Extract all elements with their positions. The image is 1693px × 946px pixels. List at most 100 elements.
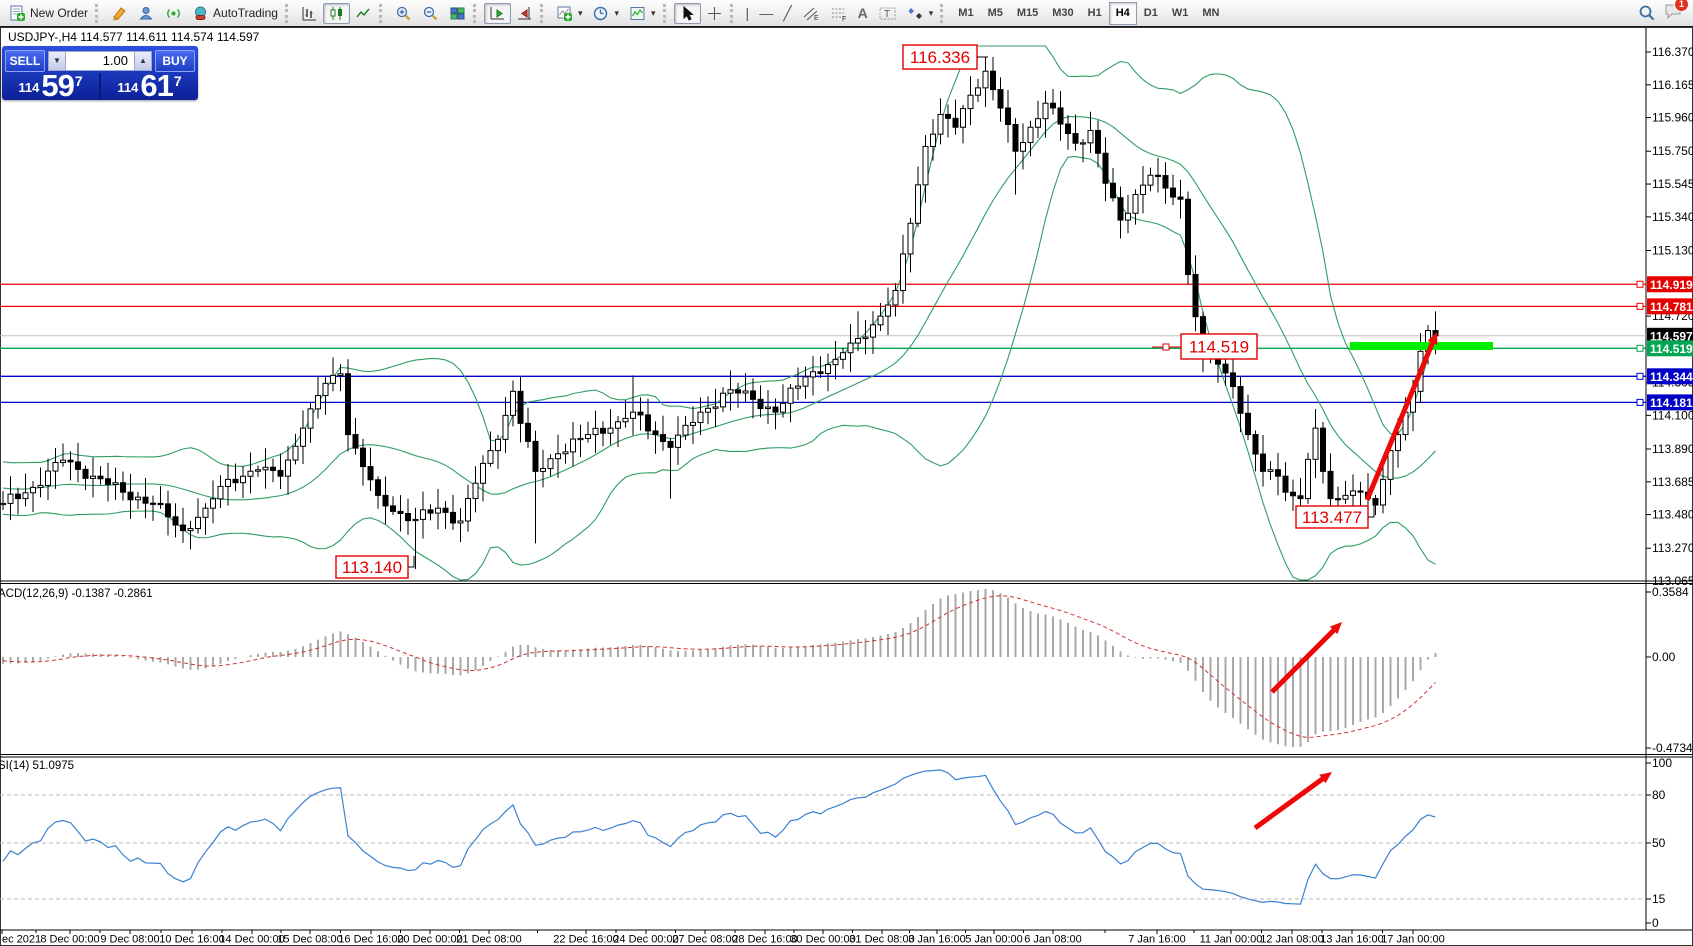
autotrading-button[interactable]: AutoTrading	[187, 3, 283, 24]
zoom-out-button[interactable]	[417, 3, 444, 24]
buy-price-sup: 7	[173, 73, 182, 89]
vertical-line-tool[interactable]: |	[741, 3, 755, 24]
red-arrow-main[interactable]	[1364, 338, 1437, 501]
annotation-marker-icon[interactable]	[1162, 343, 1170, 351]
price-level-badge-text: 114.519	[1650, 342, 1693, 356]
level-marker-icon[interactable]	[1636, 398, 1644, 406]
green-zone-rectangle[interactable]	[1350, 342, 1493, 350]
level-marker-icon[interactable]	[1636, 344, 1644, 352]
notification-badge: 1	[1674, 0, 1689, 12]
tab-timeframe-h1[interactable]: H1	[1087, 7, 1102, 19]
volume-decrease-button[interactable]: ▼	[48, 50, 66, 71]
line-chart-button[interactable]	[350, 3, 377, 24]
sell-button[interactable]: SELL	[5, 49, 45, 72]
candlestick-chart-button[interactable]	[322, 2, 350, 24]
text-label-icon: T	[879, 7, 896, 20]
templates-button[interactable]: ▾	[624, 3, 661, 24]
add-indicator-button[interactable]: ▾	[551, 3, 588, 24]
svg-text:E: E	[814, 15, 819, 22]
search-icon[interactable]	[1638, 4, 1656, 22]
new-order-button[interactable]: New Order	[4, 3, 93, 24]
level-marker-icon[interactable]	[1636, 372, 1644, 380]
time-axis-label: 20 Dec 00:00	[397, 934, 462, 946]
tab-timeframe-m30[interactable]: M30	[1052, 7, 1074, 19]
fibonacci-tool[interactable]: F	[825, 3, 853, 24]
time-axis-label: 16 Dec 16:00	[338, 934, 403, 946]
text-label-tool[interactable]: T	[873, 3, 902, 24]
shapes-tool[interactable]: ▾	[902, 3, 939, 24]
auto-scroll-icon	[490, 6, 504, 19]
time-axis-label: 24 Dec 00:00	[613, 934, 678, 946]
dropdown-caret-icon[interactable]: ▾	[651, 7, 656, 18]
buy-price[interactable]: 114 61 7	[101, 70, 198, 101]
highlighter-button[interactable]	[106, 3, 133, 24]
bollinger-upper-band	[2, 45, 1437, 467]
price-level-badge	[1647, 394, 1693, 411]
auto-scroll-button[interactable]	[483, 2, 511, 24]
chart-shift-button[interactable]	[511, 3, 538, 24]
channel-tool[interactable]: E	[797, 3, 825, 24]
sell-price-big: 59	[41, 68, 74, 103]
notifications-button[interactable]: 1	[1664, 0, 1689, 25]
tab-timeframe-h4[interactable]: H4	[1108, 1, 1137, 25]
trendline-tool[interactable]: ╱	[778, 3, 796, 24]
tab-timeframe-m5[interactable]: M5	[987, 7, 1003, 19]
toolbar-grip	[95, 3, 102, 23]
periods-button[interactable]: ▾	[587, 3, 624, 24]
text-tool[interactable]: A	[853, 3, 873, 24]
dropdown-caret-icon[interactable]: ▾	[614, 7, 620, 18]
chart-shift-icon	[517, 6, 531, 19]
rsi-tick-label: 80	[1652, 788, 1666, 802]
crosshair-tool-button[interactable]	[701, 3, 728, 24]
tab-timeframe-m15[interactable]: M15	[1016, 7, 1039, 19]
time-axis-label: 10 Dec 16:00	[159, 934, 224, 946]
toolbar-grip	[940, 3, 947, 23]
horizontal-line-tool[interactable]: —	[754, 3, 778, 24]
time-axis-label: 13 Jan 16:00	[1320, 934, 1384, 946]
price-level-badge-text: 114.344	[1650, 370, 1693, 384]
annotation-text: 113.140	[342, 558, 402, 577]
sell-price[interactable]: 114 59 7	[2, 68, 101, 103]
price-tick-label: 115.960	[1652, 111, 1693, 125]
level-marker-icon[interactable]	[1636, 302, 1644, 310]
price-tick-label: 113.065	[1652, 574, 1693, 588]
dropdown-caret-icon[interactable]: ▾	[577, 7, 583, 18]
volume-increase-button[interactable]: ▲	[134, 50, 152, 71]
macd-tick-label: -0.4734	[1652, 741, 1693, 755]
zoom-in-button[interactable]	[390, 3, 417, 24]
price-tick-label: 115.545	[1652, 177, 1693, 191]
level-marker-icon[interactable]	[1636, 280, 1644, 288]
zoom-out-icon	[423, 6, 438, 20]
bollinger-lower-band	[2, 155, 1436, 581]
tile-windows-button[interactable]	[444, 3, 471, 24]
price-level-badge	[1647, 368, 1693, 385]
tab-timeframe-m1[interactable]: M1	[958, 7, 974, 19]
fibonacci-icon: F	[831, 8, 846, 22]
tab-timeframe-mn[interactable]: MN	[1202, 7, 1220, 19]
time-axis-label: 11 Jan 00:00	[1200, 934, 1263, 946]
annotation-box-116.336[interactable]	[902, 44, 978, 70]
tab-timeframe-w1[interactable]: W1	[1171, 7, 1189, 19]
zoom-in-icon	[396, 6, 411, 20]
bar-chart-icon	[302, 6, 316, 20]
svg-text:F: F	[842, 16, 846, 22]
trend-arrows[interactable]	[1253, 332, 1438, 831]
cursor-tool-button[interactable]	[673, 2, 701, 24]
price-level-badge	[1647, 298, 1693, 315]
volume-stepper: ▼ 1.00 ▲	[48, 50, 152, 71]
tab-timeframe-d1[interactable]: D1	[1143, 7, 1158, 19]
volume-input[interactable]: 1.00	[66, 50, 134, 71]
dropdown-caret-icon[interactable]: ▾	[928, 7, 934, 18]
red-arrowhead-icon	[1319, 772, 1332, 784]
profile-button[interactable]	[133, 3, 160, 24]
buy-button[interactable]: BUY	[155, 49, 195, 72]
chart-annotations[interactable]: 116.336 114.519 113.477 113.140	[335, 44, 1375, 579]
signals-button[interactable]	[160, 3, 187, 24]
chart-frame	[0, 27, 1693, 946]
new-order-label: New Order	[30, 6, 89, 20]
red-arrow-rsi[interactable]	[1253, 774, 1328, 831]
red-arrow-macd[interactable]	[1270, 625, 1339, 694]
bar-chart-button[interactable]	[296, 3, 323, 24]
